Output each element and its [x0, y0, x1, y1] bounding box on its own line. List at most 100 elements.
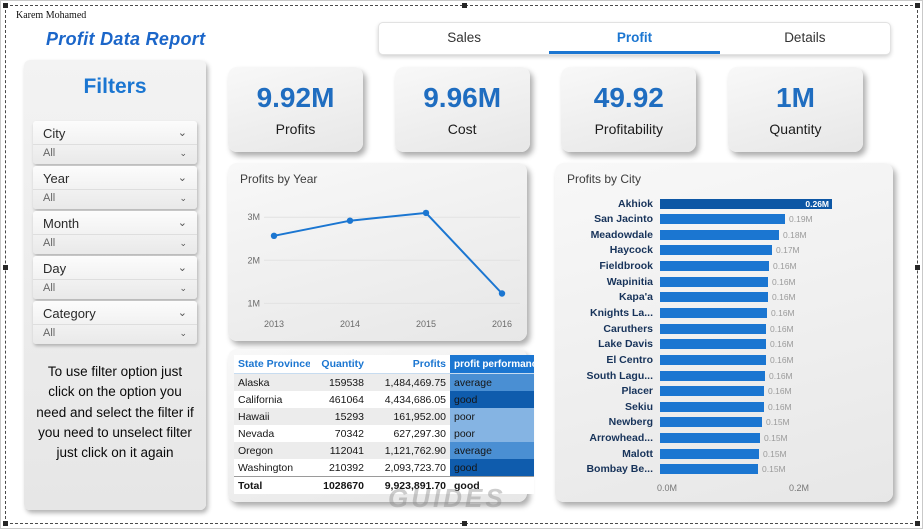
tab-details[interactable]: Details — [784, 29, 826, 45]
filter-category[interactable]: Category ⌄ All ⌄ — [33, 301, 197, 344]
profits-by-city-chart: Profits by City Akhiok 0.26M San Jacinto 0.… — [555, 163, 893, 502]
selection-handle[interactable] — [3, 264, 8, 270]
table-row[interactable]: Washington 210392 2,093,723.70 good — [234, 459, 534, 477]
line-series — [273, 211, 503, 295]
filter-value-row[interactable]: All ⌄ — [33, 324, 197, 344]
selection-handle[interactable] — [915, 3, 920, 8]
cell-performance: poor — [450, 408, 534, 425]
bar[interactable] — [660, 464, 758, 475]
filter-header[interactable]: Year ⌄ — [33, 166, 197, 189]
chevron-down-icon: ⌄ — [179, 192, 187, 203]
bar[interactable] — [660, 261, 769, 272]
table-column-header[interactable]: Quantity — [310, 355, 368, 374]
bar-chart-rows: Akhiok 0.26M San Jacinto 0.19M Meadowdale 0.1… — [565, 197, 881, 476]
filter-city[interactable]: City ⌄ All ⌄ — [33, 121, 197, 164]
bar[interactable] — [660, 354, 766, 365]
bar-value-label: 0.16M — [772, 292, 796, 303]
selection-handle[interactable] — [3, 3, 8, 8]
bar-category-label: Fieldbrook — [599, 260, 653, 273]
bar-row: Wapinitia 0.16M — [565, 275, 881, 288]
bar-value-label: 0.16M — [770, 339, 794, 350]
kpi-label: Profits — [275, 121, 316, 137]
bar[interactable] — [660, 292, 768, 303]
bar[interactable] — [660, 401, 764, 412]
table-column-header[interactable]: State Province — [234, 355, 310, 374]
bar-row: Sekiu 0.16M — [565, 400, 881, 413]
bar[interactable] — [660, 370, 765, 381]
table-column-header[interactable]: Profits — [368, 355, 450, 374]
filter-year[interactable]: Year ⌄ All ⌄ — [33, 166, 197, 209]
selection-handle[interactable] — [461, 521, 467, 526]
bar-value-label: 0.17M — [776, 245, 800, 256]
data-point[interactable] — [346, 217, 354, 224]
filter-selected-value: All — [43, 327, 56, 339]
filter-selected-value: All — [43, 282, 56, 294]
selection-handle[interactable] — [461, 3, 467, 8]
bar[interactable] — [660, 245, 772, 256]
bar[interactable] — [660, 214, 785, 225]
filter-label: Month — [43, 216, 80, 231]
data-point[interactable] — [270, 232, 278, 239]
bar-value-label: 0.15M — [764, 433, 788, 444]
filters-help-text: To use filter option just click on the o… — [36, 364, 194, 460]
cell-profits: 1,121,762.90 — [368, 442, 450, 459]
selection-handle[interactable] — [3, 521, 8, 526]
filter-selected-value: All — [43, 147, 56, 159]
table-column-header[interactable]: profit performance — [450, 355, 534, 374]
x-tick-label: 2014 — [340, 319, 360, 329]
x-tick-label: 2013 — [264, 319, 284, 329]
bar-row: San Jacinto 0.19M — [565, 213, 881, 226]
bar-track: 0.16M — [660, 292, 881, 303]
bar-track: 0.16M — [660, 401, 881, 412]
data-point[interactable] — [498, 290, 506, 297]
cell-state: Washington — [234, 459, 310, 477]
table-row[interactable]: Total 1028670 9,923,891.70 good — [234, 476, 534, 494]
data-table: State Province Quantity Profits profit perf… — [234, 355, 534, 494]
filter-value-row[interactable]: All ⌄ — [33, 144, 197, 164]
tab-profit[interactable]: Profit — [549, 23, 720, 54]
bar-row: South Lagu... 0.16M — [565, 369, 881, 382]
bar[interactable] — [660, 307, 767, 318]
bar[interactable] — [660, 417, 762, 428]
filter-day[interactable]: Day ⌄ All ⌄ — [33, 256, 197, 299]
kpi-row: 9.92M Profits 9.96M Cost 49.92 Profitability 1… — [228, 67, 863, 152]
bar[interactable] — [660, 323, 766, 334]
filter-value-row[interactable]: All ⌄ — [33, 234, 197, 254]
bar[interactable] — [660, 433, 760, 444]
selection-handle[interactable] — [915, 521, 920, 526]
filter-label: City — [43, 126, 66, 141]
chevron-down-icon: ⌄ — [179, 237, 187, 248]
bar[interactable] — [660, 339, 766, 350]
table-row[interactable]: Hawaii 15293 161,952.00 poor — [234, 408, 534, 425]
bar[interactable]: 0.26M — [660, 198, 832, 209]
bar-track: 0.15M — [660, 417, 881, 428]
table-row[interactable]: California 461064 4,434,686.05 good — [234, 391, 534, 408]
selection-handle[interactable] — [915, 264, 920, 270]
bar[interactable] — [660, 448, 759, 459]
filter-header[interactable]: Month ⌄ — [33, 211, 197, 234]
filter-header[interactable]: Category ⌄ — [33, 301, 197, 324]
bar[interactable] — [660, 229, 779, 240]
bar[interactable] — [660, 276, 768, 287]
table-header-row: State Province Quantity Profits profit perf… — [234, 355, 534, 374]
bar-row: Newberg 0.15M — [565, 416, 881, 429]
filter-month[interactable]: Month ⌄ All ⌄ — [33, 211, 197, 254]
filter-header[interactable]: City ⌄ — [33, 121, 197, 144]
data-point[interactable] — [422, 209, 430, 217]
bar-category-label: El Centro — [606, 353, 653, 366]
y-tick-label: 1M — [247, 298, 260, 308]
tab-sales[interactable]: Sales — [447, 29, 482, 45]
bar-row: Kapa'a 0.16M — [565, 291, 881, 304]
filter-value-row[interactable]: All ⌄ — [33, 189, 197, 209]
table-row[interactable]: Alaska 159538 1,484,469.75 average — [234, 373, 534, 391]
bar[interactable] — [660, 386, 764, 397]
filter-header[interactable]: Day ⌄ — [33, 256, 197, 279]
cell-state: Total — [234, 476, 310, 494]
table-row[interactable]: Oregon 112041 1,121,762.90 average — [234, 442, 534, 459]
filter-value-row[interactable]: All ⌄ — [33, 279, 197, 299]
cell-state: Hawaii — [234, 408, 310, 425]
cell-quantity: 1028670 — [310, 476, 368, 494]
bar-category-label: Placer — [621, 385, 653, 398]
cell-profits: 2,093,723.70 — [368, 459, 450, 477]
table-row[interactable]: Nevada 70342 627,297.30 poor — [234, 425, 534, 442]
